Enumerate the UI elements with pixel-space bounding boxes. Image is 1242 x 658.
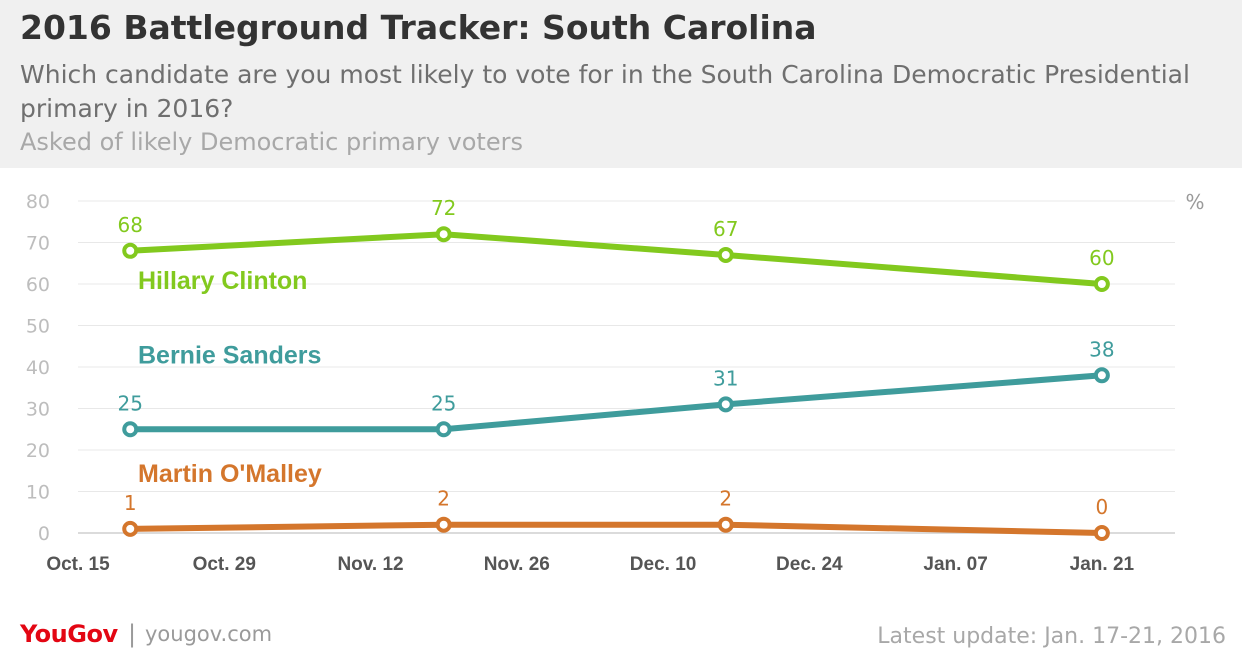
data-point-bernie-sanders-0 — [122, 421, 139, 438]
data-point-bernie-sanders-3 — [1093, 367, 1110, 384]
data-point-martin-o-malley-3 — [1093, 525, 1110, 541]
data-label-hillary-clinton-3: 60 — [1089, 246, 1114, 270]
series-label-martin-o-malley: Martin O'Malley — [138, 460, 322, 488]
data-point-hillary-clinton-0 — [122, 242, 139, 259]
chart-header: 2016 Battleground Tracker: South Carolin… — [0, 0, 1242, 168]
series-label-bernie-sanders: Bernie Sanders — [138, 342, 321, 370]
data-point-hillary-clinton-3 — [1093, 276, 1110, 292]
data-point-hillary-clinton-1 — [435, 226, 452, 243]
x-tick-label-2: Nov. 12 — [337, 554, 403, 575]
data-label-hillary-clinton-1: 72 — [431, 196, 456, 220]
y-unit-label: % — [1185, 190, 1204, 214]
chart-title: 2016 Battleground Tracker: South Carolin… — [20, 8, 817, 47]
x-tick-label-4: Dec. 10 — [630, 554, 697, 575]
x-tick-label-0: Oct. 15 — [46, 554, 110, 575]
y-tick-label-0: 0 — [38, 523, 50, 545]
data-point-hillary-clinton-2 — [717, 246, 734, 263]
y-tick-label-10: 10 — [26, 482, 50, 504]
x-tick-label-6: Jan. 07 — [923, 554, 987, 575]
y-tick-label-80: 80 — [26, 191, 50, 213]
series-line-hillary-clinton — [127, 231, 1105, 287]
y-tick-label-40: 40 — [26, 357, 50, 379]
x-tick-label-5: Dec. 24 — [776, 554, 843, 575]
data-label-bernie-sanders-1: 25 — [431, 391, 456, 415]
x-tick-label-7: Jan. 21 — [1070, 554, 1135, 575]
data-label-martin-o-malley-2: 2 — [719, 487, 732, 511]
chart-subtitle: Which candidate are you most likely to v… — [20, 60, 1190, 123]
x-tick-label-3: Nov. 26 — [484, 554, 550, 575]
y-tick-label-50: 50 — [26, 316, 50, 338]
data-label-martin-o-malley-3: 0 — [1095, 495, 1108, 519]
footer-url[interactable]: yougov.com — [145, 622, 273, 646]
data-label-bernie-sanders-0: 25 — [118, 391, 143, 415]
x-tick-label-1: Oct. 29 — [193, 554, 256, 575]
data-point-bernie-sanders-1 — [435, 421, 452, 438]
yougov-logo: YouGov — [20, 620, 118, 648]
series-line-bernie-sanders — [127, 372, 1105, 433]
footer-separator: | — [128, 620, 137, 648]
latest-update: Latest update: Jan. 17-21, 2016 — [877, 624, 1226, 649]
series-label-hillary-clinton: Hillary Clinton — [138, 267, 307, 295]
data-label-hillary-clinton-0: 68 — [118, 213, 143, 237]
data-label-bernie-sanders-3: 38 — [1089, 337, 1114, 361]
data-label-martin-o-malley-0: 1 — [124, 491, 137, 515]
data-label-hillary-clinton-2: 67 — [713, 217, 738, 241]
data-label-martin-o-malley-1: 2 — [437, 487, 450, 511]
y-tick-label-70: 70 — [26, 233, 50, 255]
y-tick-label-60: 60 — [26, 274, 50, 296]
y-tick-label-30: 30 — [26, 399, 50, 421]
data-label-bernie-sanders-2: 31 — [713, 366, 738, 390]
series-line-martin-o-malley — [127, 521, 1105, 536]
y-tick-label-20: 20 — [26, 440, 50, 462]
data-point-martin-o-malley-1 — [435, 516, 452, 533]
chart-note: Asked of likely Democratic primary voter… — [20, 128, 523, 156]
data-point-martin-o-malley-2 — [717, 516, 734, 533]
data-point-martin-o-malley-0 — [122, 520, 139, 537]
data-point-bernie-sanders-2 — [717, 396, 734, 413]
